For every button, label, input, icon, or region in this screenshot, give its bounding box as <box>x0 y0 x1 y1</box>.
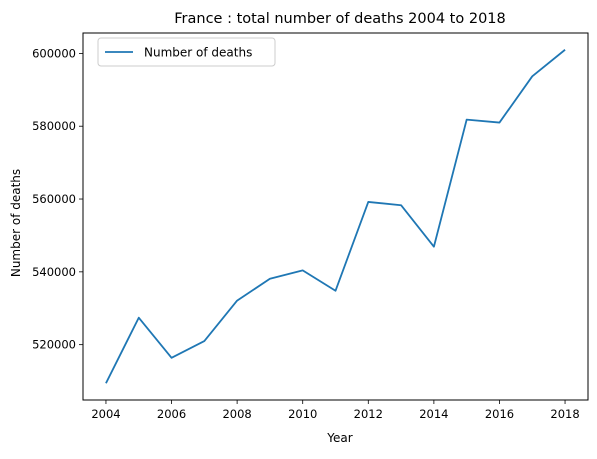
x-tick-label: 2012 <box>354 407 383 421</box>
x-tick-label: 2004 <box>91 407 120 421</box>
y-axis-label: Number of deaths <box>9 169 23 277</box>
x-tick-label: 2016 <box>485 407 514 421</box>
x-tick-label: 2010 <box>288 407 317 421</box>
series-line <box>106 50 565 384</box>
x-tick-label: 2018 <box>550 407 579 421</box>
x-tick-label: 2014 <box>419 407 448 421</box>
y-tick-label: 580000 <box>32 119 76 133</box>
legend-label: Number of deaths <box>144 46 252 60</box>
y-tick-label: 600000 <box>32 46 76 60</box>
x-axis-label: Year <box>326 431 352 445</box>
x-tick-label: 2008 <box>222 407 251 421</box>
y-tick-label: 560000 <box>32 192 76 206</box>
axes-frame <box>83 33 588 400</box>
y-tick-label: 520000 <box>32 338 76 352</box>
plot-area: 2004 2006 2008 2010 2012 2014 2016 2018 520000 54… <box>32 33 588 421</box>
legend: Number of deaths <box>98 38 275 66</box>
x-tick-label: 2006 <box>157 407 186 421</box>
y-tick-label: 540000 <box>32 265 76 279</box>
chart-title: France : total number of deaths 2004 to … <box>174 11 506 27</box>
